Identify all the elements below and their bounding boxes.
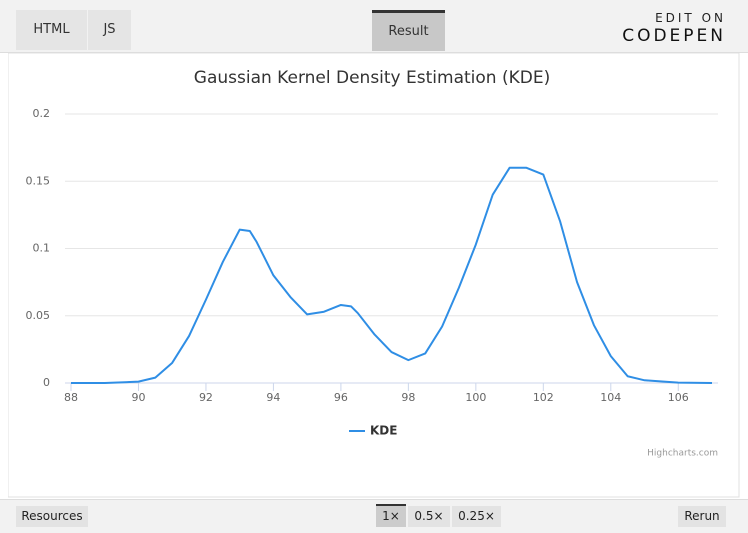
toolbar: HTML JS Result EDIT ON CODEPEN [0, 0, 748, 53]
x-tick-label: 92 [199, 391, 213, 404]
chart-title: Gaussian Kernel Density Estimation (KDE) [194, 68, 550, 88]
zoom-button[interactable]: 0.25× [452, 506, 501, 527]
x-tick-label: 88 [64, 391, 78, 404]
credits[interactable]: Highcharts.com [647, 449, 718, 459]
kde-line [71, 166, 713, 384]
x-tick-label: 100 [465, 391, 486, 404]
x-tick-label: 94 [266, 391, 280, 404]
x-tick-label: 90 [131, 391, 145, 404]
resources-button[interactable]: Resources [16, 506, 88, 527]
y-tick-label: 0.05 [26, 309, 51, 322]
y-tick-label: 0.1 [33, 242, 51, 255]
rerun-button[interactable]: Rerun [678, 506, 726, 527]
footer: Resources 1× 0.5× 0.25× Rerun [0, 499, 748, 533]
x-tick-label: 106 [668, 391, 689, 404]
zoom-button[interactable]: 1× [376, 504, 406, 527]
x-tick-label: 98 [401, 391, 415, 404]
chart-frame [8, 53, 740, 498]
y-tick-label: 0.15 [26, 174, 51, 187]
tab[interactable]: JS [88, 10, 131, 50]
result-tab[interactable]: Result [372, 10, 445, 51]
x-tick-label: 96 [334, 391, 348, 404]
x-tick-label: 104 [600, 391, 621, 404]
zoom-button[interactable]: 0.5× [408, 506, 450, 527]
x-tick-label: 102 [533, 391, 554, 404]
tab[interactable]: HTML [16, 10, 87, 50]
edit-on[interactable]: EDIT ON [655, 11, 726, 25]
brand[interactable]: CODEPEN [622, 26, 726, 46]
y-tick-label: 0 [43, 376, 50, 389]
chart: Gaussian Kernel Density Estimation (KDE)… [8, 53, 740, 498]
y-tick-label: 0.2 [33, 107, 51, 120]
legend-label: KDE [370, 424, 397, 438]
